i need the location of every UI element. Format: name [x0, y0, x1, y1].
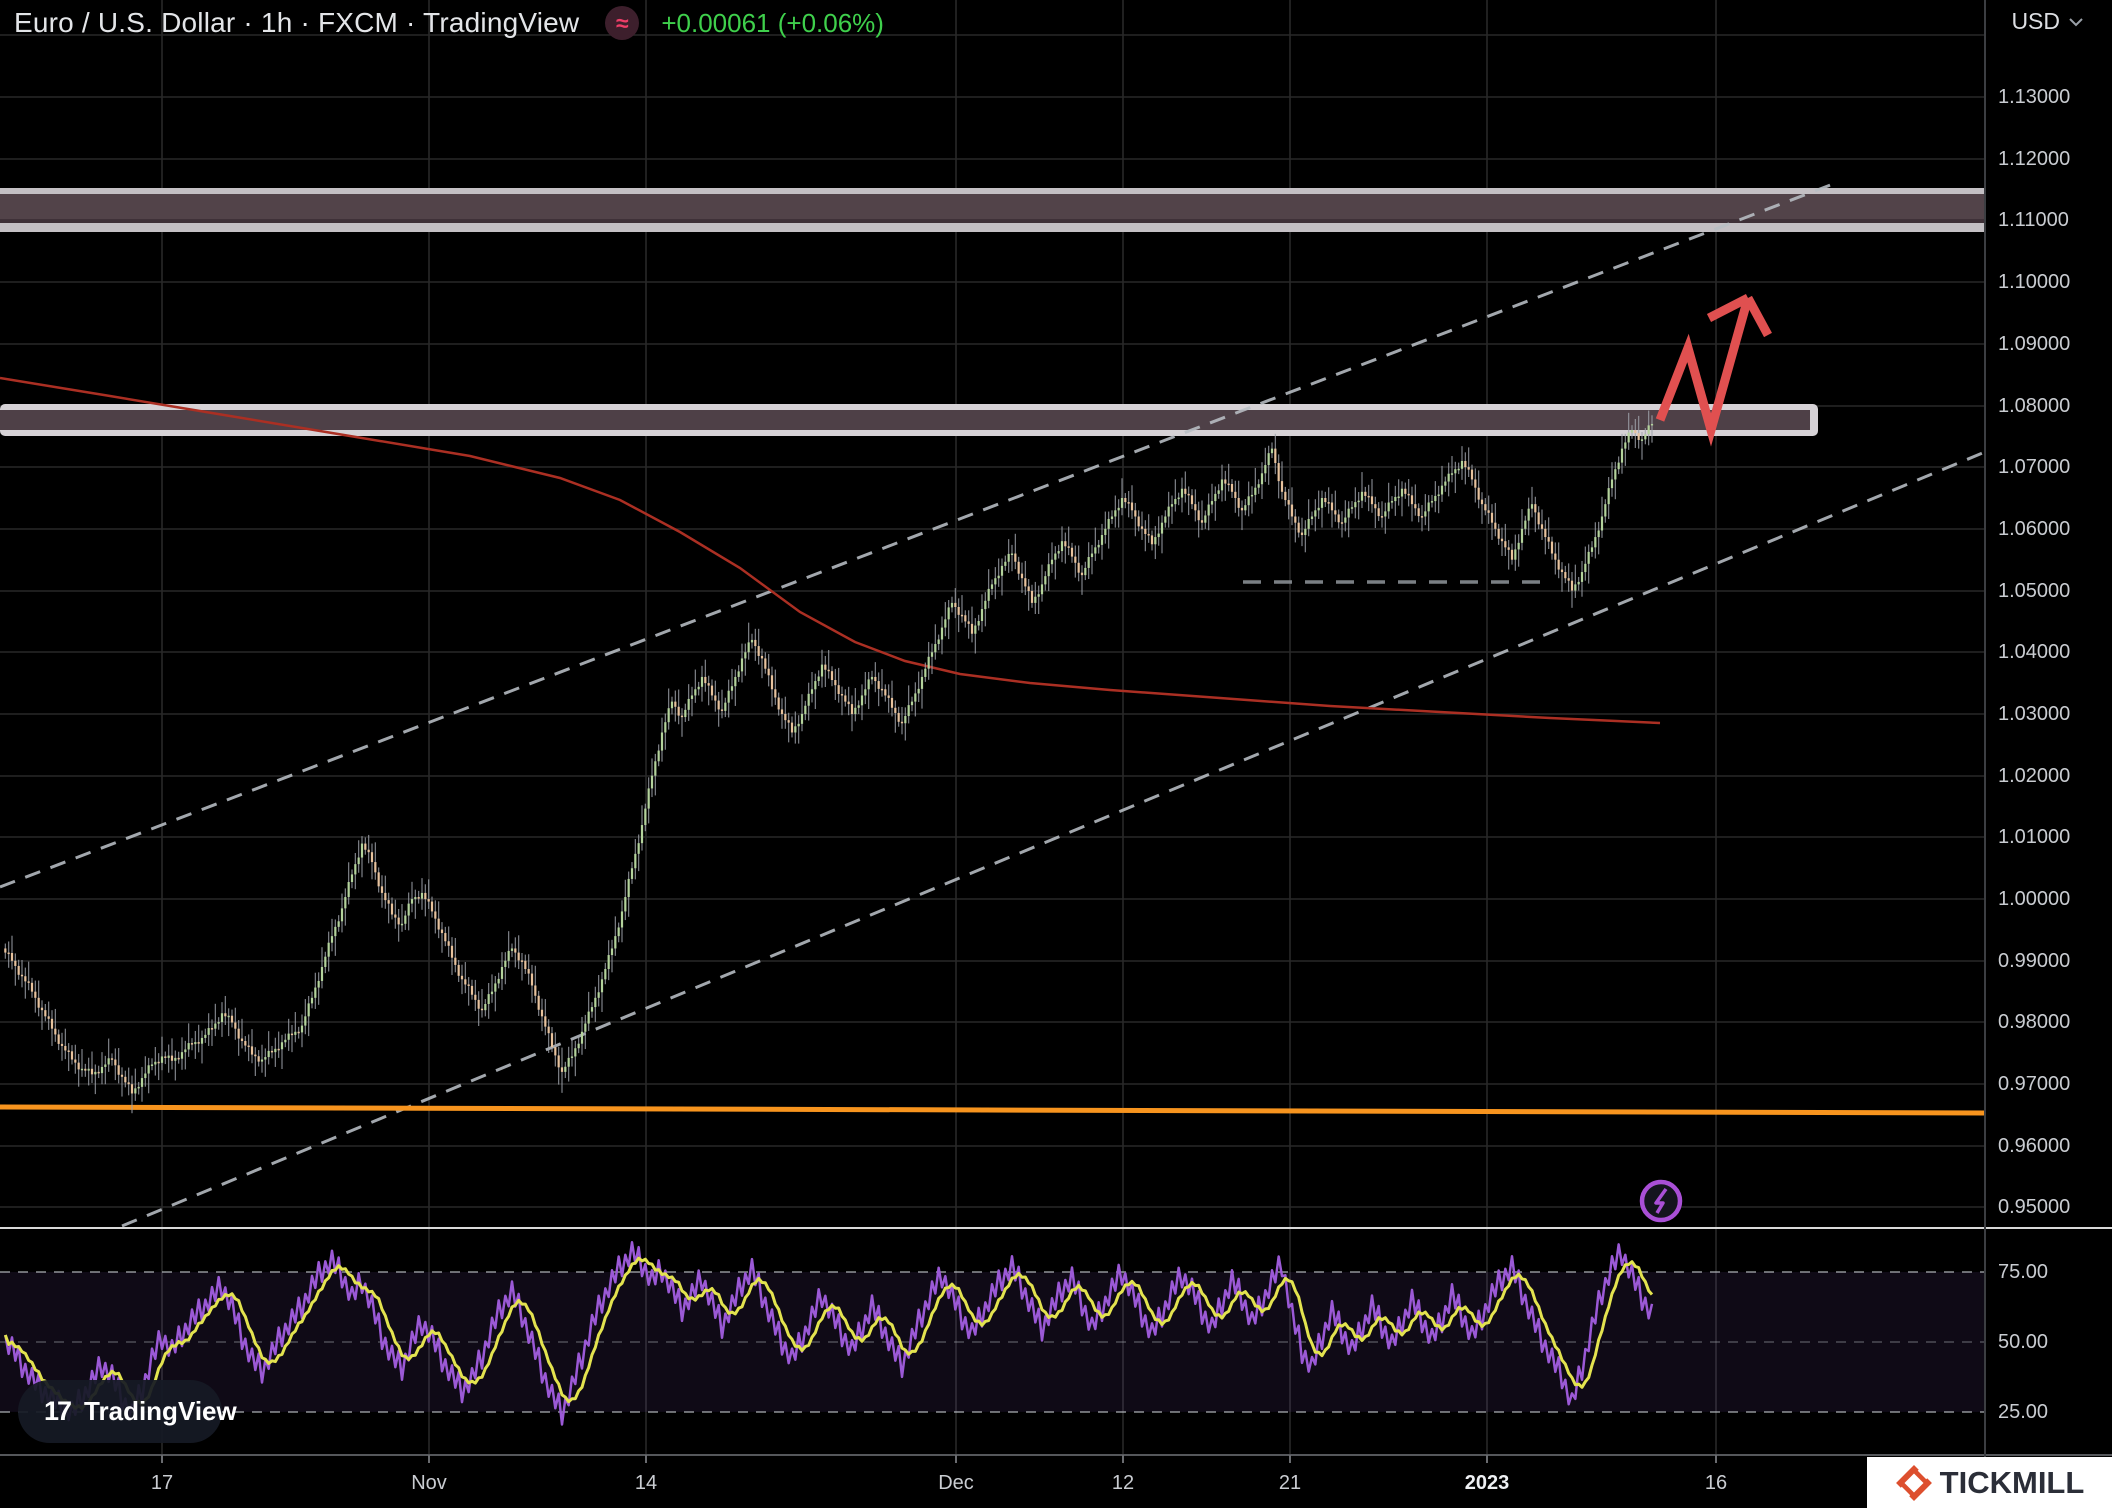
symbol-titlebar: Euro / U.S. Dollar · 1h · FXCM · Trading… — [14, 6, 884, 40]
symbol-title[interactable]: Euro / U.S. Dollar · 1h · FXCM · Trading… — [14, 7, 580, 38]
tickmill-logo[interactable]: TICKMILL — [1867, 1457, 2112, 1508]
price-axis-label: 1.00000 — [1998, 888, 2071, 910]
price-axis-label: 1.06000 — [1998, 518, 2071, 540]
price-axis-label: 1.05000 — [1998, 580, 2071, 602]
price-axis-label: 0.96000 — [1998, 1135, 2071, 1157]
time-axis-label: 16 — [1704, 1472, 1728, 1494]
price-axis-label: 1.12000 — [1998, 148, 2071, 170]
currency-selector[interactable]: USD — [2011, 8, 2084, 35]
price-axis-label: 0.95000 — [1998, 1196, 2071, 1218]
approx-glyph: ≈ — [616, 9, 629, 36]
price-axis-label: 1.09000 — [1998, 333, 2071, 355]
tickmill-diamond-icon — [1895, 1464, 1932, 1501]
rsi-axis-label: 50.00 — [1998, 1331, 2049, 1353]
price-axis-label: 1.01000 — [1998, 826, 2071, 848]
price-axis-label: 1.02000 — [1998, 765, 2071, 787]
time-axis[interactable] — [0, 1455, 2112, 1508]
time-axis-label: Nov — [411, 1472, 447, 1494]
price-axis-label: 0.98000 — [1998, 1011, 2071, 1033]
time-axis-label: 21 — [1278, 1472, 1302, 1494]
lightning-button[interactable] — [1639, 1179, 1683, 1223]
time-axis-label: 17 — [150, 1472, 174, 1494]
time-axis-label: 12 — [1111, 1472, 1135, 1494]
price-axis-label: 1.10000 — [1998, 271, 2071, 293]
time-axis-label: 2023 — [1464, 1472, 1510, 1494]
tradingview-mark-icon: 17 — [44, 1396, 72, 1426]
price-axis-label: 1.11000 — [1998, 209, 2069, 231]
price-axis-label: 0.99000 — [1998, 950, 2071, 972]
chevron-down-icon — [2069, 17, 2083, 26]
tradingview-logo[interactable]: 17 TradingView — [18, 1380, 237, 1443]
price-axis-label: 1.04000 — [1998, 641, 2071, 663]
tradingview-logo-text: TradingView — [84, 1396, 237, 1426]
price-axis[interactable] — [1985, 0, 2112, 1455]
approx-badge-icon[interactable]: ≈ — [605, 6, 640, 40]
time-axis-label: Dec — [938, 1472, 974, 1494]
tickmill-logo-text: TICKMILL — [1939, 1464, 2085, 1500]
price-axis-label: 1.07000 — [1998, 456, 2071, 478]
price-axis-label: 1.13000 — [1998, 86, 2071, 108]
time-axis-label: 14 — [634, 1472, 658, 1494]
currency-label: USD — [2011, 8, 2060, 34]
price-axis-label: 1.08000 — [1998, 395, 2071, 417]
price-axis-label: 0.97000 — [1998, 1073, 2071, 1095]
price-axis-label: 1.03000 — [1998, 703, 2071, 725]
rsi-axis-label: 25.00 — [1998, 1401, 2049, 1423]
price-change: +0.00061 (+0.06%) — [661, 7, 884, 38]
rsi-axis-label: 75.00 — [1998, 1261, 2049, 1283]
